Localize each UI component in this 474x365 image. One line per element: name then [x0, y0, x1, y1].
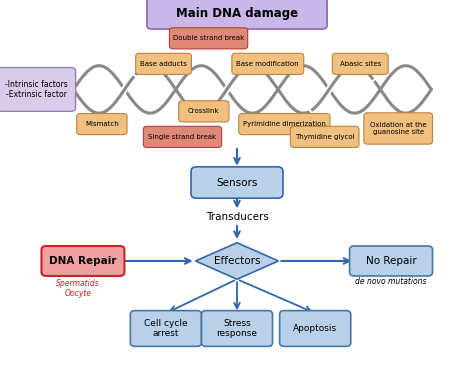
Text: Apoptosis: Apoptosis — [293, 324, 337, 333]
Text: Sensors: Sensors — [216, 177, 258, 188]
FancyBboxPatch shape — [77, 114, 127, 135]
Text: Base modification: Base modification — [237, 61, 299, 67]
FancyBboxPatch shape — [280, 311, 351, 346]
Text: Effectors: Effectors — [214, 256, 260, 266]
FancyBboxPatch shape — [291, 126, 359, 147]
FancyBboxPatch shape — [143, 126, 222, 147]
Polygon shape — [195, 243, 279, 279]
FancyBboxPatch shape — [179, 101, 229, 122]
FancyBboxPatch shape — [332, 53, 388, 74]
Text: Stress
response: Stress response — [217, 319, 257, 338]
FancyBboxPatch shape — [0, 68, 75, 111]
Text: Double strand break: Double strand break — [173, 35, 244, 41]
Text: Main DNA damage: Main DNA damage — [176, 7, 298, 20]
FancyBboxPatch shape — [239, 114, 330, 135]
FancyBboxPatch shape — [364, 113, 432, 144]
FancyBboxPatch shape — [232, 53, 304, 74]
Text: Transducers: Transducers — [206, 212, 268, 222]
Text: Spermatids
Oocyte: Spermatids Oocyte — [56, 278, 100, 298]
FancyBboxPatch shape — [169, 28, 248, 49]
Text: DNA Repair: DNA Repair — [49, 256, 117, 266]
FancyBboxPatch shape — [41, 246, 124, 276]
Text: Pyrimidine dimerization: Pyrimidine dimerization — [243, 121, 326, 127]
Text: Base adducts: Base adducts — [140, 61, 187, 67]
Text: Mismatch: Mismatch — [85, 121, 119, 127]
Text: No Repair: No Repair — [365, 256, 417, 266]
FancyBboxPatch shape — [191, 167, 283, 198]
FancyBboxPatch shape — [349, 246, 432, 276]
FancyBboxPatch shape — [201, 311, 273, 346]
Text: Cell cycle
arrest: Cell cycle arrest — [144, 319, 188, 338]
Text: Thymidine glycol: Thymidine glycol — [295, 134, 355, 140]
Text: Single strand break: Single strand break — [148, 134, 217, 140]
Text: Abasic sites: Abasic sites — [339, 61, 381, 67]
FancyBboxPatch shape — [136, 53, 191, 74]
Text: -Intrinsic factors
-Extrinsic factor: -Intrinsic factors -Extrinsic factor — [5, 80, 68, 99]
FancyBboxPatch shape — [130, 311, 201, 346]
Text: Crosslink: Crosslink — [188, 108, 219, 114]
FancyBboxPatch shape — [147, 0, 327, 29]
Text: Oxidation at the
guanosine site: Oxidation at the guanosine site — [370, 122, 427, 135]
Text: de novo mutations: de novo mutations — [356, 277, 427, 286]
